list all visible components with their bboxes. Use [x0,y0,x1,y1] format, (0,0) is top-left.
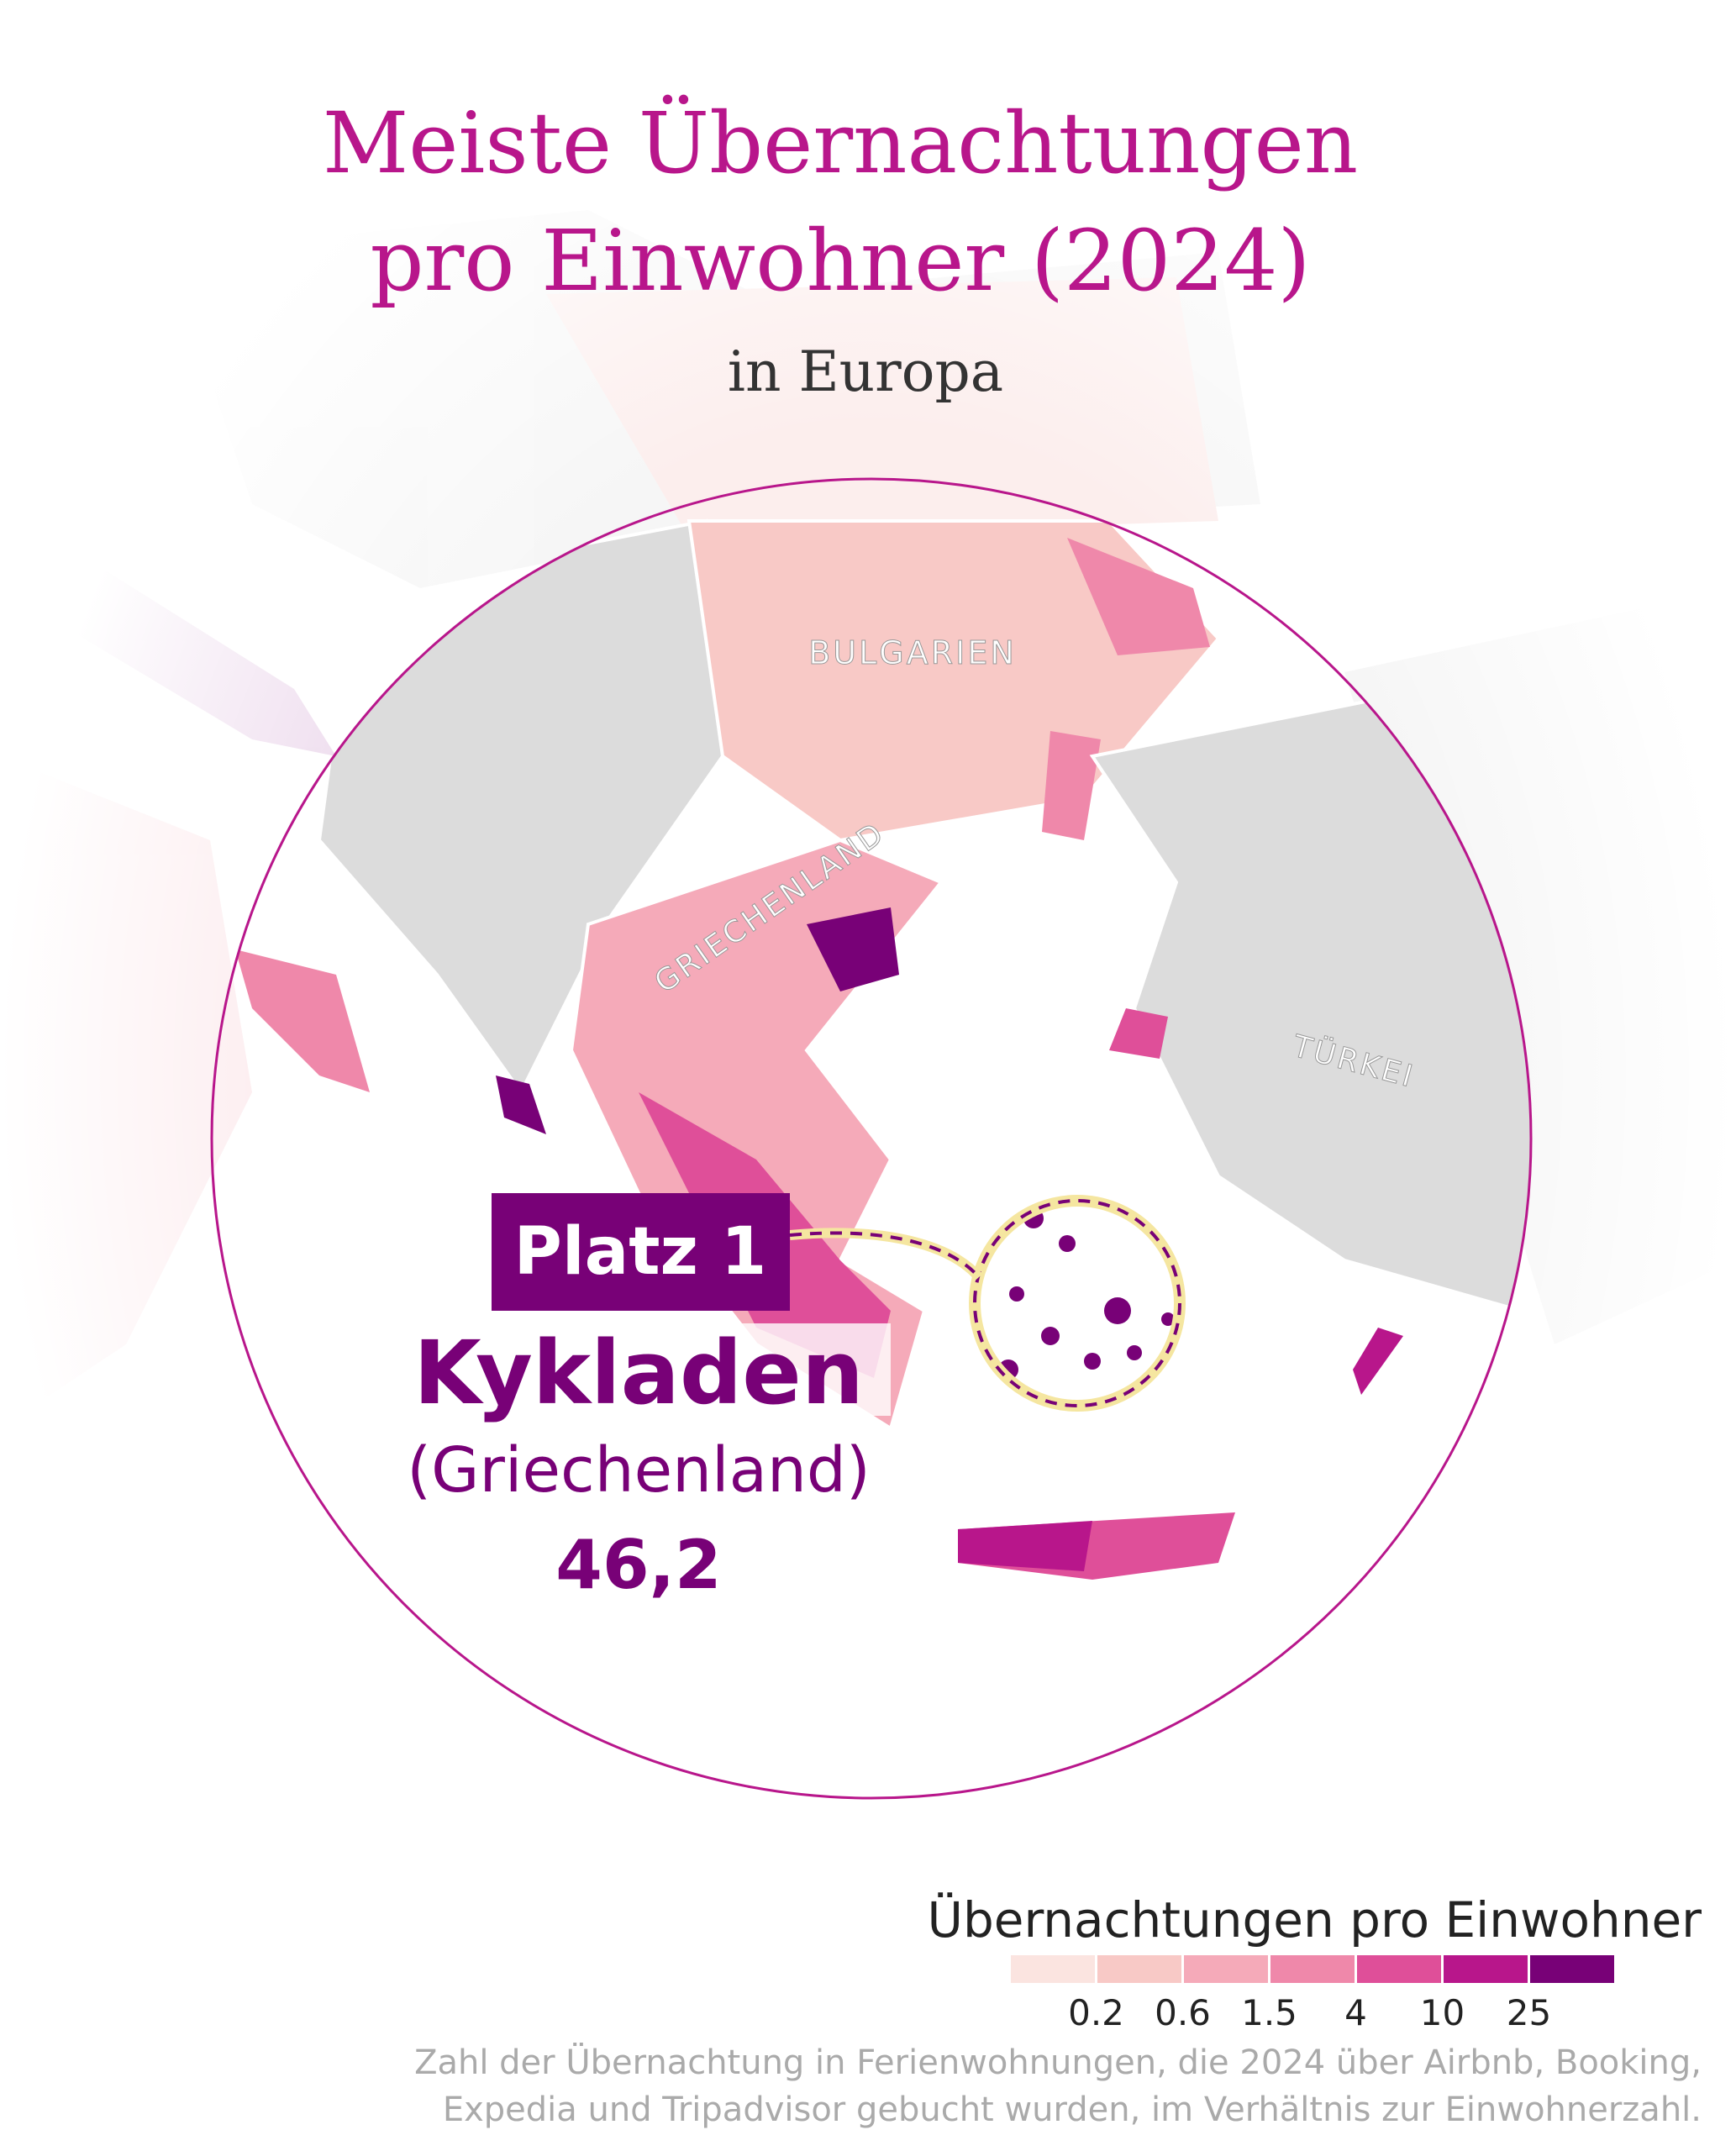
region-country: (Griechenland) [407,1434,870,1507]
legend-tick-label: 1.5 [1241,1992,1297,2033]
subtitle: in Europa [728,339,1003,404]
legend-tick-label: 0.6 [1155,1992,1211,2033]
legend-swatch [1011,1955,1095,1983]
legend-tick-label: 0.2 [1068,1992,1124,2033]
country-label: Bulgarien [808,634,1017,671]
title: Meiste Übernachtungen [323,94,1358,192]
rank-box [492,1193,790,1311]
title: pro Einwohner (2024) [370,212,1310,310]
legend-tick-label: 10 [1420,1992,1465,2033]
source-note: Expedia und Tripadvisor gebucht wurden, … [443,2091,1702,2129]
legend-swatch [1357,1955,1441,1983]
legend: 0.2 0.6 1.5 4 10 25 [1011,1955,1614,2033]
legend-swatch [1530,1955,1614,1983]
legend-swatch [1184,1955,1268,1983]
region-value: 46,2 [555,1526,721,1604]
rank-label: Platz 1 [514,1214,767,1290]
legend-swatch [1097,1955,1181,1983]
connector-dash [789,1231,981,1279]
legend-swatch [1270,1955,1355,1983]
legend-tick-label: 4 [1344,1992,1367,2033]
focus-circle [210,477,1533,1800]
source-note: Zahl der Übernachtung in Ferienwohnungen… [414,2042,1702,2082]
highlight-ring-dash [973,1199,1181,1407]
legend-swatch [1444,1955,1528,1983]
circle-map [235,518,1531,1580]
label-bg [395,1323,891,1416]
legend-tick-label: 25 [1507,1992,1551,2033]
legend-title: Übernachtungen pro Einwohner [928,1891,1702,1949]
region-name: Kykladen [413,1322,864,1424]
